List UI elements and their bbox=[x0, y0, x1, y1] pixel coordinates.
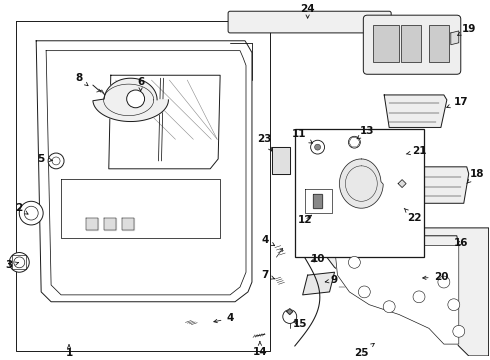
Circle shape bbox=[453, 325, 465, 337]
Text: 20: 20 bbox=[423, 272, 448, 282]
Polygon shape bbox=[313, 194, 321, 208]
Text: 2: 2 bbox=[15, 203, 28, 214]
Circle shape bbox=[19, 201, 43, 225]
Text: 8: 8 bbox=[75, 73, 88, 86]
Polygon shape bbox=[404, 236, 459, 265]
Circle shape bbox=[9, 252, 29, 272]
Bar bbox=[294, 129, 424, 257]
FancyBboxPatch shape bbox=[363, 15, 461, 74]
Circle shape bbox=[399, 184, 405, 189]
Polygon shape bbox=[36, 41, 252, 302]
Text: 14: 14 bbox=[253, 341, 267, 357]
Circle shape bbox=[348, 136, 360, 148]
Text: 3: 3 bbox=[6, 260, 19, 270]
Circle shape bbox=[24, 206, 38, 220]
Text: 24: 24 bbox=[300, 4, 315, 18]
Circle shape bbox=[311, 140, 324, 154]
Polygon shape bbox=[12, 256, 26, 269]
Text: 17: 17 bbox=[447, 97, 468, 108]
Circle shape bbox=[52, 157, 60, 165]
Circle shape bbox=[348, 256, 360, 268]
Text: 18: 18 bbox=[467, 169, 484, 184]
Text: 19: 19 bbox=[458, 24, 476, 35]
Text: 10: 10 bbox=[310, 255, 325, 264]
Text: 21: 21 bbox=[406, 146, 426, 156]
Text: 9: 9 bbox=[325, 275, 338, 285]
Text: 15: 15 bbox=[293, 319, 307, 329]
Circle shape bbox=[283, 310, 297, 323]
Polygon shape bbox=[399, 272, 419, 285]
Polygon shape bbox=[93, 78, 169, 122]
Text: 6: 6 bbox=[137, 77, 144, 91]
Polygon shape bbox=[86, 218, 98, 230]
Text: 22: 22 bbox=[404, 208, 421, 223]
Bar bbox=[373, 25, 399, 62]
Text: 4: 4 bbox=[261, 235, 275, 246]
Polygon shape bbox=[340, 159, 383, 208]
Circle shape bbox=[358, 286, 370, 298]
Polygon shape bbox=[398, 180, 406, 188]
Polygon shape bbox=[104, 218, 116, 230]
Polygon shape bbox=[16, 21, 270, 351]
Polygon shape bbox=[414, 167, 469, 203]
Polygon shape bbox=[287, 309, 293, 315]
Polygon shape bbox=[272, 147, 290, 174]
Polygon shape bbox=[303, 272, 335, 295]
Polygon shape bbox=[319, 228, 489, 356]
Circle shape bbox=[383, 301, 395, 312]
Polygon shape bbox=[384, 95, 447, 127]
Polygon shape bbox=[109, 75, 220, 169]
Circle shape bbox=[448, 299, 460, 311]
Circle shape bbox=[48, 153, 64, 169]
Circle shape bbox=[14, 257, 25, 268]
Text: 25: 25 bbox=[354, 343, 374, 358]
Text: 1: 1 bbox=[65, 345, 73, 358]
Bar bbox=[429, 25, 449, 62]
Text: 13: 13 bbox=[357, 126, 374, 139]
Circle shape bbox=[413, 291, 425, 303]
Circle shape bbox=[315, 144, 320, 150]
Circle shape bbox=[127, 90, 145, 108]
Polygon shape bbox=[122, 218, 134, 230]
Polygon shape bbox=[335, 246, 459, 344]
Text: 5: 5 bbox=[38, 154, 52, 164]
Text: 4: 4 bbox=[214, 314, 234, 324]
Circle shape bbox=[438, 276, 450, 288]
Text: 12: 12 bbox=[297, 215, 312, 225]
Text: 23: 23 bbox=[257, 134, 272, 151]
FancyBboxPatch shape bbox=[228, 11, 391, 33]
Text: 7: 7 bbox=[261, 270, 274, 280]
Polygon shape bbox=[451, 31, 459, 45]
Polygon shape bbox=[61, 179, 220, 238]
Text: 11: 11 bbox=[292, 129, 313, 143]
Bar bbox=[401, 25, 421, 62]
Text: 16: 16 bbox=[454, 238, 468, 248]
Polygon shape bbox=[384, 147, 409, 164]
Polygon shape bbox=[305, 189, 332, 213]
